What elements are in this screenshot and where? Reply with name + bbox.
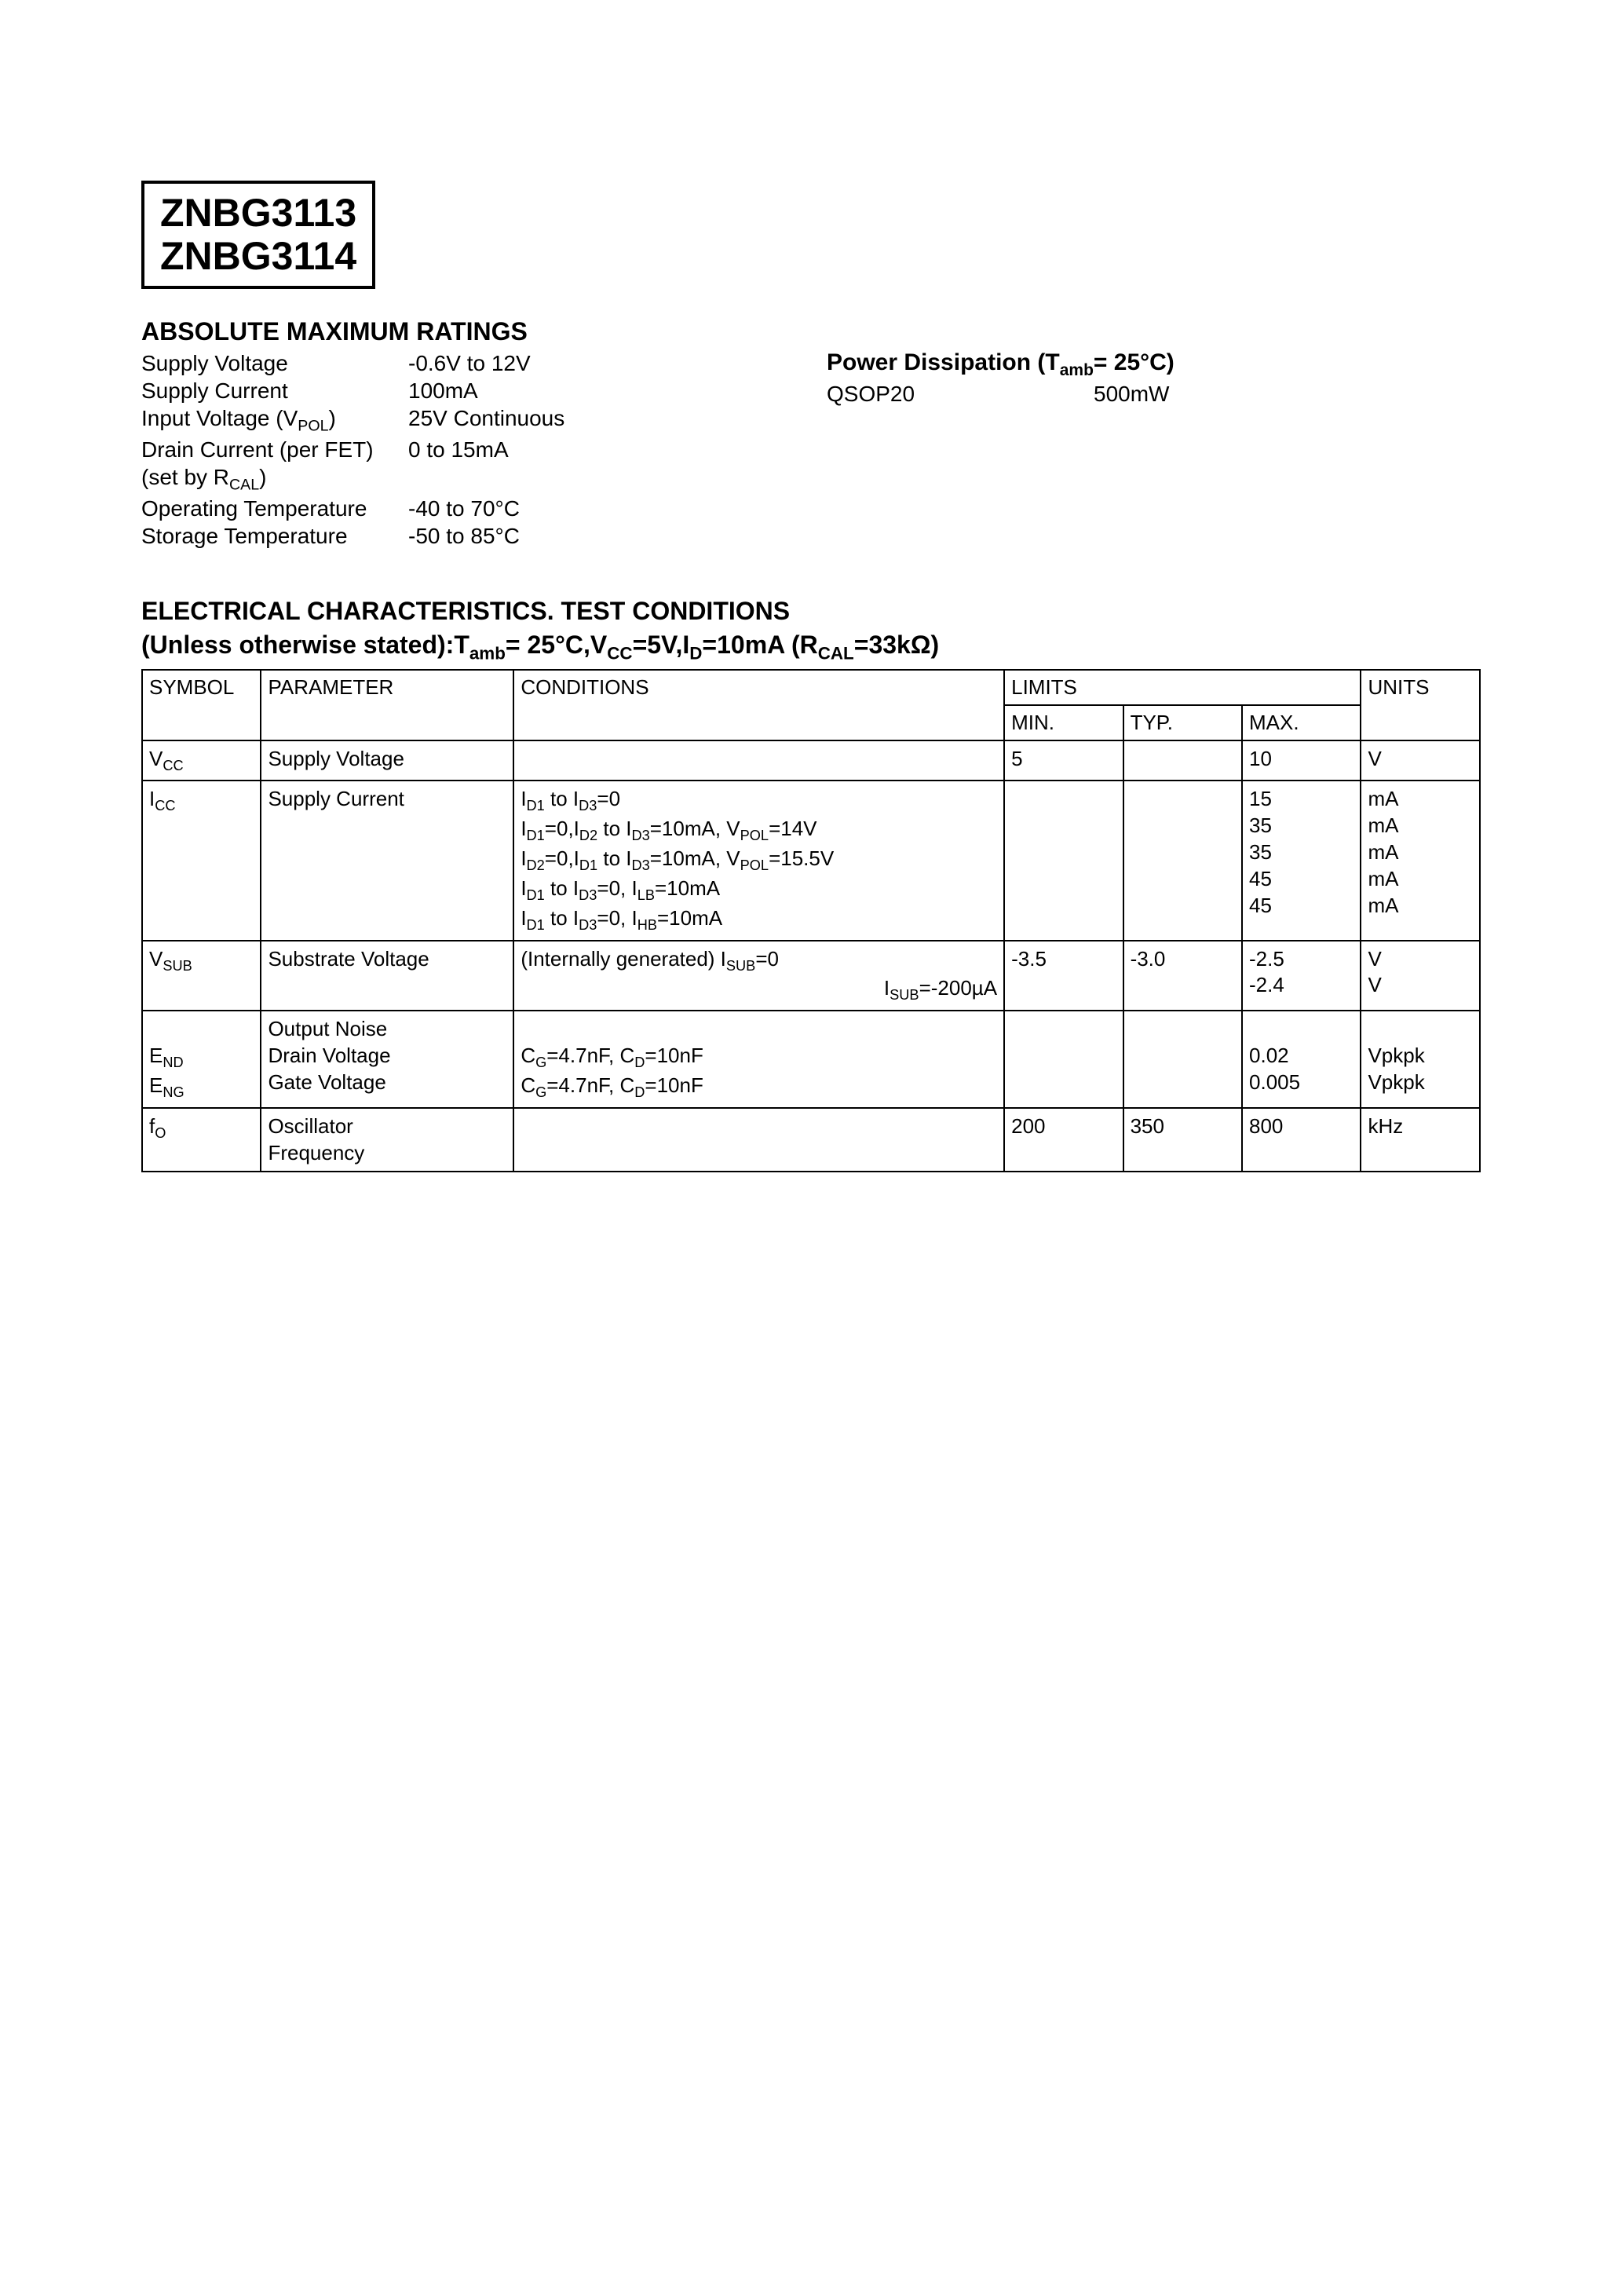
abs-max-section: Supply Voltage-0.6V to 12VSupply Current… xyxy=(141,349,1481,550)
rating-label: Supply Voltage xyxy=(141,349,408,377)
th-conditions: CONDITIONS xyxy=(513,670,1004,740)
cell-conditions xyxy=(513,740,1004,781)
datasheet-page: ZNBG3113 ZNBG3114 ABSOLUTE MAXIMUM RATIN… xyxy=(0,0,1622,2296)
cell-typ: 350 xyxy=(1123,1108,1242,1172)
cell-min xyxy=(1004,781,1123,940)
cell-typ xyxy=(1123,740,1242,781)
cell-max: 10 xyxy=(1242,740,1361,781)
part-number-2: ZNBG3114 xyxy=(160,235,356,278)
cell-units: VpkpkVpkpk xyxy=(1361,1011,1480,1107)
pd-row: QSOP20500mW xyxy=(827,380,1481,408)
th-parameter: PARAMETER xyxy=(261,670,513,740)
cell-max: 0.020.005 xyxy=(1242,1011,1361,1107)
pd-label: QSOP20 xyxy=(827,380,1094,408)
cell-max: 800 xyxy=(1242,1108,1361,1172)
cell-parameter: OscillatorFrequency xyxy=(261,1108,513,1172)
power-dissipation-title: Power Dissipation (Tamb= 25°C) xyxy=(827,349,1481,380)
rating-row: Input Voltage (VPOL)25V Continuous xyxy=(141,404,795,436)
table-row: VSUBSubstrate Voltage(Internally generat… xyxy=(142,941,1480,1011)
cell-conditions xyxy=(513,1108,1004,1172)
cell-conditions: CG=4.7nF, CD=10nFCG=4.7nF, CD=10nF xyxy=(513,1011,1004,1107)
cell-units: VV xyxy=(1361,941,1480,1011)
part-number-1: ZNBG3113 xyxy=(160,192,356,235)
cell-parameter: Output NoiseDrain VoltageGate Voltage xyxy=(261,1011,513,1107)
th-max: MAX. xyxy=(1242,705,1361,740)
cell-max: 1535354545 xyxy=(1242,781,1361,940)
table-row: VCCSupply Voltage 5 10V xyxy=(142,740,1480,781)
cell-min: 5 xyxy=(1004,740,1123,781)
cell-parameter: Supply Current xyxy=(261,781,513,940)
rating-value: 25V Continuous xyxy=(408,404,795,436)
cell-conditions: (Internally generated) ISUB=0ISUB=-200µA xyxy=(513,941,1004,1011)
table-row: fOOscillatorFrequency 200350800kHz xyxy=(142,1108,1480,1172)
th-symbol: SYMBOL xyxy=(142,670,261,740)
cell-units: mAmAmAmAmA xyxy=(1361,781,1480,940)
cell-max: -2.5-2.4 xyxy=(1242,941,1361,1011)
th-typ: TYP. xyxy=(1123,705,1242,740)
cell-min: 200 xyxy=(1004,1108,1123,1172)
th-min: MIN. xyxy=(1004,705,1123,740)
cell-symbol: fO xyxy=(142,1108,261,1172)
electrical-characteristics-table: SYMBOL PARAMETER CONDITIONS LIMITS UNITS… xyxy=(141,669,1481,1173)
table-row: ENDENGOutput NoiseDrain VoltageGate Volt… xyxy=(142,1011,1480,1107)
pd-value: 500mW xyxy=(1094,380,1481,408)
rating-value: -50 to 85°C xyxy=(408,522,795,550)
rating-label: Input Voltage (VPOL) xyxy=(141,404,408,436)
cell-typ xyxy=(1123,1011,1242,1107)
abs-max-right: Power Dissipation (Tamb= 25°C) QSOP20500… xyxy=(827,349,1481,550)
rating-row: Supply Voltage-0.6V to 12V xyxy=(141,349,795,377)
cell-parameter: Supply Voltage xyxy=(261,740,513,781)
rating-row: Drain Current (per FET)(set by RCAL)0 to… xyxy=(141,436,795,495)
cell-typ xyxy=(1123,781,1242,940)
ec-subtitle: (Unless otherwise stated):Tamb= 25°C,VCC… xyxy=(141,631,1481,664)
cell-symbol: ICC xyxy=(142,781,261,940)
cell-symbol: VCC xyxy=(142,740,261,781)
rating-row: Supply Current100mA xyxy=(141,377,795,404)
cell-min: -3.5 xyxy=(1004,941,1123,1011)
abs-max-title: ABSOLUTE MAXIMUM RATINGS xyxy=(141,317,1481,346)
th-units: UNITS xyxy=(1361,670,1480,740)
abs-max-left: Supply Voltage-0.6V to 12VSupply Current… xyxy=(141,349,795,550)
rating-value: 100mA xyxy=(408,377,795,404)
cell-conditions: ID1 to ID3=0ID1=0,ID2 to ID3=10mA, VPOL=… xyxy=(513,781,1004,940)
rating-value: -40 to 70°C xyxy=(408,495,795,522)
rating-row: Operating Temperature-40 to 70°C xyxy=(141,495,795,522)
part-number-box: ZNBG3113 ZNBG3114 xyxy=(141,181,375,289)
th-limits: LIMITS xyxy=(1004,670,1361,705)
table-row: ICCSupply CurrentID1 to ID3=0ID1=0,ID2 t… xyxy=(142,781,1480,940)
cell-units: V xyxy=(1361,740,1480,781)
rating-label: Supply Current xyxy=(141,377,408,404)
electrical-characteristics-header: ELECTRICAL CHARACTERISTICS. TEST CONDITI… xyxy=(141,597,1481,664)
ec-title: ELECTRICAL CHARACTERISTICS. TEST CONDITI… xyxy=(141,597,1481,626)
cell-typ: -3.0 xyxy=(1123,941,1242,1011)
rating-label: Storage Temperature xyxy=(141,522,408,550)
cell-symbol: ENDENG xyxy=(142,1011,261,1107)
rating-row: Storage Temperature-50 to 85°C xyxy=(141,522,795,550)
cell-symbol: VSUB xyxy=(142,941,261,1011)
rating-label: Drain Current (per FET)(set by RCAL) xyxy=(141,436,408,495)
rating-value: 0 to 15mA xyxy=(408,436,795,495)
cell-min xyxy=(1004,1011,1123,1107)
cell-parameter: Substrate Voltage xyxy=(261,941,513,1011)
cell-units: kHz xyxy=(1361,1108,1480,1172)
rating-value: -0.6V to 12V xyxy=(408,349,795,377)
table-header-row-1: SYMBOL PARAMETER CONDITIONS LIMITS UNITS xyxy=(142,670,1480,705)
rating-label: Operating Temperature xyxy=(141,495,408,522)
